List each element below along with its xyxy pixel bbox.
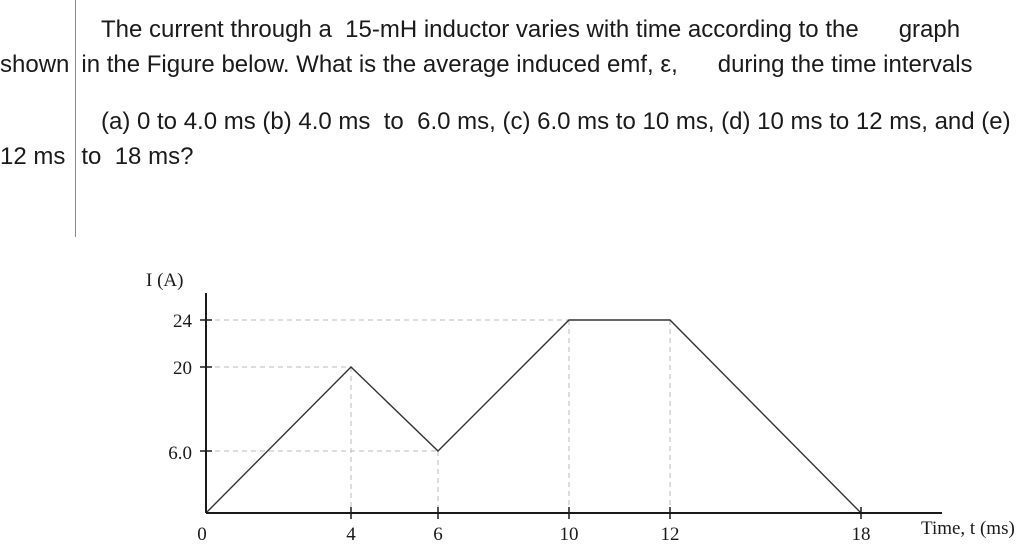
svg-text:6: 6: [433, 524, 443, 545]
svg-text:18: 18: [852, 524, 871, 545]
svg-text:Time, t (ms): Time, t (ms): [921, 518, 1015, 539]
svg-text:10: 10: [560, 524, 579, 545]
svg-text:12: 12: [661, 524, 680, 545]
svg-text:I (A): I (A): [146, 270, 183, 291]
svg-text:4: 4: [346, 524, 356, 545]
svg-text:20: 20: [173, 358, 192, 379]
svg-text:0: 0: [197, 524, 207, 545]
svg-text:24: 24: [173, 311, 193, 332]
svg-text:6.0: 6.0: [168, 443, 192, 464]
